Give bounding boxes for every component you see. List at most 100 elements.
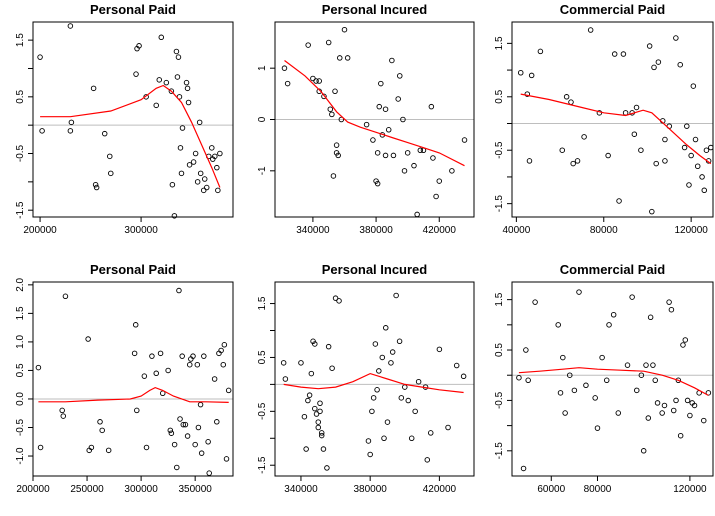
data-point [143,94,149,100]
data-point [436,346,443,353]
plot-frame [32,281,234,477]
data-point [605,152,611,159]
data-point [336,298,342,304]
data-point [390,152,397,159]
data-point [382,325,389,331]
y-tick-label: 1.5 [15,33,26,47]
data-point [370,395,377,401]
plot-frame [32,21,234,218]
data-point [393,292,399,299]
data-point [335,152,341,159]
y-tick-label: -0.5 [15,144,26,162]
data-point [305,42,311,48]
data-point [176,287,182,294]
data-point [105,447,112,454]
data-point [39,128,45,134]
data-point [677,61,683,68]
data-point [185,99,192,106]
y-tick-label: 1.5 [494,292,505,306]
data-point [184,433,191,439]
data-point [211,376,218,382]
data-point [108,170,114,177]
data-point [445,424,451,431]
data-point [195,424,202,431]
data-point [330,173,337,179]
chart-title: Personal Paid [90,2,176,17]
data-point [35,364,42,371]
data-point [190,353,196,359]
data-point [381,435,387,442]
data-point [703,147,710,153]
y-tick-label: -1.5 [494,442,505,460]
data-point [691,402,698,409]
data-point [562,410,568,416]
data-point [187,361,193,368]
data-point [411,162,417,169]
data-point [692,136,699,143]
data-point [638,147,644,153]
data-point [184,85,191,92]
data-point [624,362,631,368]
y-tick-label: 0.5 [494,343,505,357]
data-point [389,349,396,355]
data-point [384,419,391,425]
data-point [686,182,692,188]
data-point [59,407,65,414]
data-point [282,376,289,382]
data-point [62,293,69,300]
data-point [67,23,74,29]
data-point [132,322,139,328]
data-point [634,387,640,394]
chart-title: Personal Paid [90,262,176,277]
data-point [668,306,675,313]
y-tick-label: 0.5 [494,89,505,103]
data-point [182,421,189,428]
data-point [197,170,204,177]
chart-title: Commercial Paid [560,262,666,277]
data-point [460,373,467,380]
data-point [332,88,338,95]
data-point [684,397,691,404]
chart-panel-1: Personal Paid 200000 300000 -1.5 -0.5 0.5 1.5 [15,2,234,236]
smooth-line [520,93,712,165]
data-point [223,456,230,462]
data-point [643,362,649,368]
data-point [315,419,322,425]
data-point [92,181,99,188]
data-point [559,147,566,153]
data-point [560,354,566,361]
data-point [374,180,381,187]
data-point [318,430,325,436]
data-point [320,446,327,452]
data-point [363,121,370,128]
data-point [165,367,171,374]
data-point [654,400,661,406]
y-tick-label: -1.5 [15,201,26,219]
data-point [325,343,332,350]
data-point [107,153,113,160]
data-point [433,193,439,200]
data-point [675,377,682,384]
smooth-line [40,84,221,188]
data-point [197,401,204,408]
data-point [133,71,139,77]
y-tick-label: 0.0 [15,392,26,406]
data-point [167,427,174,434]
chart-panel-2: Personal Incured 340000 380000 420000 -1 0 1 [257,2,475,236]
data-point [461,137,468,143]
data-point [215,187,221,194]
data-point [158,34,165,41]
data-point [171,213,178,219]
data-point [395,96,401,102]
data-point [415,378,422,385]
data-point [687,412,693,419]
data-point [568,99,574,105]
data-point [673,35,679,41]
data-point [225,387,232,394]
data-point [212,153,218,160]
chart-panel-4: Personal Paid 200000 250000 300000 350000 -1.… [15,262,234,495]
data-point [174,464,180,471]
data-point [606,322,612,328]
data-point [370,137,376,143]
data-point [661,402,668,409]
